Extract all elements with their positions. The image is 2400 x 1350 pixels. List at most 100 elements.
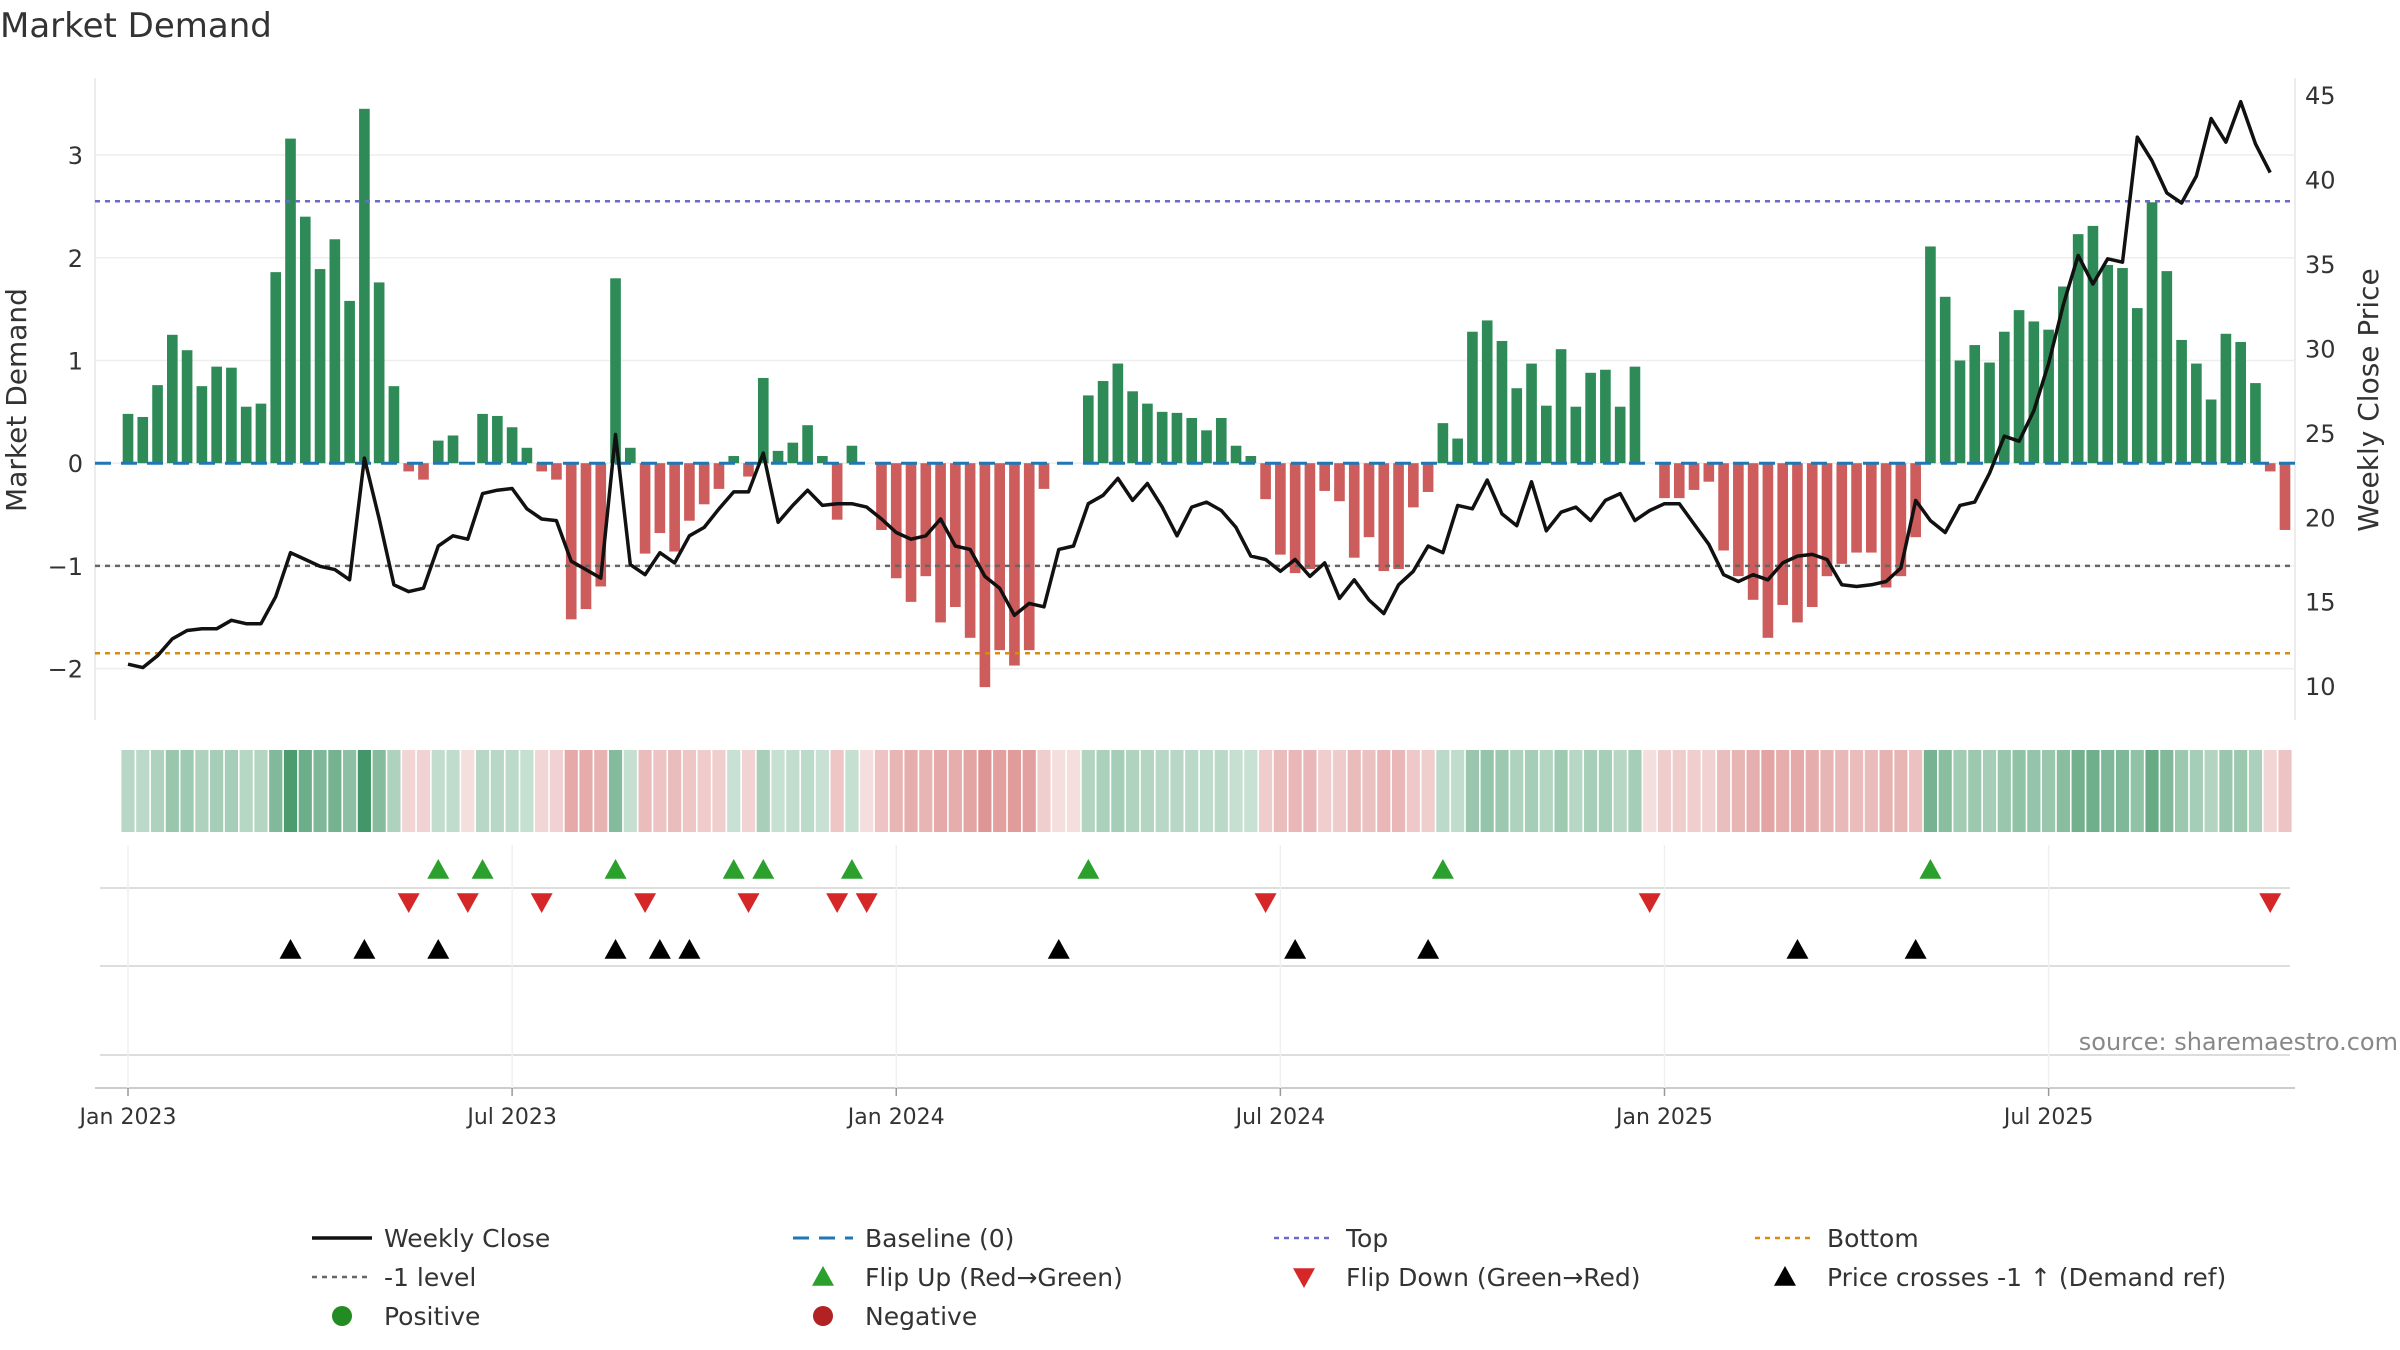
demand-bar-positive <box>787 442 799 464</box>
demand-bar-negative <box>1275 463 1286 555</box>
weekly-close-line <box>127 99 2272 670</box>
legend-label: Baseline (0) <box>865 1224 1014 1253</box>
demand-bar-positive <box>1245 456 1257 464</box>
legend-swatch <box>813 1306 833 1326</box>
heatmap-cell <box>1657 750 1672 832</box>
heatmap-cell <box>727 750 741 832</box>
heatmap-cell <box>608 750 623 832</box>
heatmap-cell <box>1126 750 1140 832</box>
demand-bar-positive <box>2058 286 2069 464</box>
heatmap-cell <box>1007 750 1022 832</box>
demand-bar-positive <box>817 456 828 464</box>
heatmap-cell <box>1569 750 1583 832</box>
flip-down-marker <box>530 893 553 913</box>
demand-bar-positive <box>1969 345 1981 464</box>
x-tick-label: Jul 2023 <box>465 1105 557 1130</box>
heatmap-cell <box>2056 750 2070 832</box>
x-axis: Jan 2023 Jul 2023 Jan 2024 Jul 2024 Jan 2025… <box>78 845 2295 1130</box>
demand-bar-positive <box>2250 383 2261 464</box>
legend-label: Top <box>1345 1224 1388 1253</box>
heatmap-cell <box>2012 750 2026 832</box>
heatmap-cell <box>505 750 519 832</box>
heatmap-cell <box>1244 750 1258 832</box>
demand-bar-positive <box>344 300 355 464</box>
demand-bar-negative <box>1762 463 1774 638</box>
heatmap-cell <box>1037 750 1051 832</box>
legend-item-flip-down: Flip Down (Green→Red) <box>1293 1263 1641 1292</box>
demand-bar-positive <box>152 385 163 464</box>
demand-bar-negative <box>551 463 562 480</box>
demand-bar-positive <box>1097 381 1109 464</box>
right-axis-label: Weekly Close Price <box>2352 268 2385 531</box>
legend-label: Flip Down (Green→Red) <box>1346 1263 1641 1292</box>
heatmap-cell <box>1805 750 1819 832</box>
demand-bar-positive <box>1939 296 1951 464</box>
heatmap-cell <box>1982 750 1997 832</box>
demand-bar-positive <box>2028 321 2040 464</box>
demand-bar-positive <box>2191 363 2202 464</box>
demand-bar-positive <box>1600 369 1611 464</box>
legend: Weekly Close Baseline (0) Top Bottom -1 leve… <box>312 1224 2226 1331</box>
demand-bar-positive <box>285 138 296 464</box>
demand-bar-positive <box>1585 372 1596 464</box>
demand-bar-positive <box>1954 360 1966 464</box>
heatmap-cell <box>623 750 637 832</box>
heatmap-cell <box>490 750 504 832</box>
x-tick-label: Jan 2025 <box>1614 1105 1713 1130</box>
y-right-tick-label: 10 <box>2305 673 2336 701</box>
legend-swatch <box>332 1306 352 1326</box>
heatmap-cell <box>1436 750 1450 832</box>
heatmap-cell <box>771 750 785 832</box>
heatmap-cell <box>1155 750 1169 832</box>
heatmap-cell <box>1140 750 1154 832</box>
heatmap-cell <box>446 750 460 832</box>
heatmap-cell <box>712 750 726 832</box>
price-cross-marker <box>279 939 302 959</box>
demand-bar-negative <box>890 463 902 579</box>
demand-bar-negative <box>1792 463 1803 623</box>
heatmap-cell <box>1066 750 1081 832</box>
demand-bar-positive <box>1201 430 1212 464</box>
source-note: source: sharemaestro.com <box>2079 1028 2398 1056</box>
demand-bar-positive <box>1112 363 1124 464</box>
heatmap-cell <box>564 750 578 832</box>
price-cross-marker <box>1047 939 1070 959</box>
flip-down-marker <box>397 893 420 913</box>
demand-bar-positive <box>2176 339 2187 464</box>
heatmap-cell <box>1214 750 1228 832</box>
demand-bar-positive <box>1230 445 1242 464</box>
heatmap-cell <box>1391 750 1406 832</box>
heatmap-cell <box>2071 750 2085 832</box>
heatmap-cell <box>756 750 770 832</box>
heatmap-cell <box>313 750 327 832</box>
heatmap-cell <box>1894 750 1908 832</box>
heatmap-cell <box>860 750 874 832</box>
x-tick-label: Jan 2023 <box>78 1105 177 1130</box>
demand-bar-positive <box>447 435 459 464</box>
legend-item-baseline: Baseline (0) <box>793 1224 1014 1253</box>
heatmap-cell <box>549 750 564 832</box>
demand-bar-negative <box>1304 463 1316 570</box>
y-right-tick-label: 30 <box>2305 335 2336 363</box>
demand-bar-positive <box>255 403 267 464</box>
price-cross-marker <box>648 939 671 959</box>
demand-bar-positive <box>624 447 636 464</box>
heatmap-cell <box>1702 750 1716 832</box>
heatmap-cell <box>269 750 283 832</box>
legend-label: Flip Up (Red→Green) <box>865 1263 1123 1292</box>
heatmap-cell <box>1288 750 1302 832</box>
heatmap-cell <box>2145 750 2159 832</box>
heatmap-cell <box>1776 750 1790 832</box>
demand-bar-negative <box>2264 463 2276 472</box>
legend-item-top: Top <box>1274 1224 1388 1253</box>
heatmap-cell <box>845 750 859 832</box>
demand-bar-negative <box>2279 463 2291 530</box>
heatmap-cell <box>343 750 357 832</box>
demand-bar-negative <box>698 463 710 505</box>
heatmap-cell <box>668 750 682 832</box>
demand-bar-positive <box>1481 320 1493 464</box>
heatmap-cell <box>1332 750 1347 832</box>
demand-bar-negative <box>1378 463 1390 572</box>
heatmap-cell <box>1864 750 1878 832</box>
